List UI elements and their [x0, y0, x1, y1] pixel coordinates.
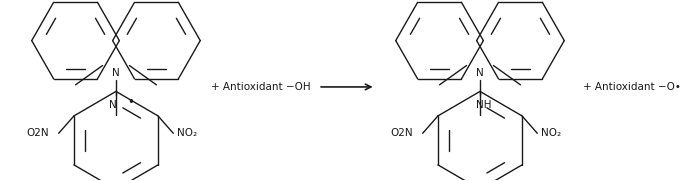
Text: N: N: [112, 68, 120, 78]
Text: NO₂: NO₂: [540, 128, 561, 138]
Text: O2N: O2N: [390, 128, 413, 138]
Text: NH: NH: [475, 100, 491, 110]
Text: N: N: [476, 68, 484, 78]
Text: O2N: O2N: [26, 128, 48, 138]
Text: •: •: [127, 96, 134, 109]
Text: + Antioxidant −OH: + Antioxidant −OH: [211, 82, 311, 92]
Text: + Antioxidant −O•: + Antioxidant −O•: [583, 82, 681, 92]
Text: NO₂: NO₂: [177, 128, 197, 138]
Text: N: N: [108, 100, 117, 110]
